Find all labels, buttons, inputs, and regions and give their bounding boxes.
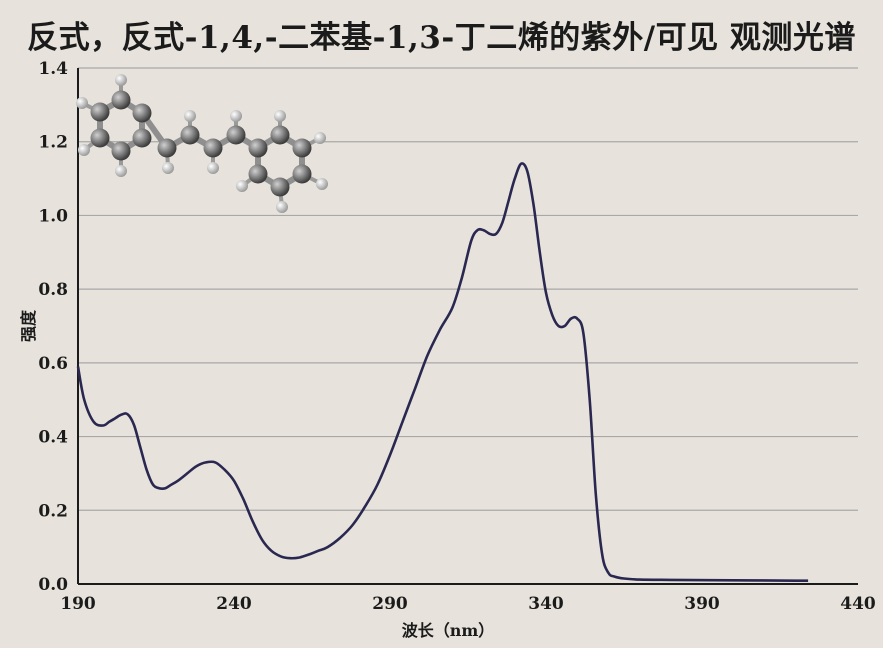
molecule-hydrogen-atom [316,178,328,190]
series-layer [76,162,809,582]
grid-lines [78,67,858,511]
molecule-carbon-atom [226,125,246,145]
molecule-carbon-atom [132,128,152,148]
molecule-hydrogen-atom [162,162,174,174]
x-tick-label-5: 440 [840,594,876,614]
x-tick-label-4: 390 [684,594,720,614]
molecule-carbon-atom [157,138,177,158]
molecule-carbon-atom [292,138,312,158]
molecule-carbon-atom [90,102,110,122]
y-tick-label-7: 1.4 [38,59,68,79]
molecule-carbon-atom [270,177,290,197]
molecule-hydrogen-atom [236,180,248,192]
axes [77,68,858,585]
molecule-hydrogen-atom [115,74,127,86]
y-tick-label-0: 0.0 [38,575,68,595]
molecule-hydrogen-atom [184,110,196,122]
molecule-hydrogen-atom [207,162,219,174]
spectrum-series-line-0 [76,162,809,582]
molecule-carbon-atom [180,125,200,145]
molecule-hydrogen-atom [230,110,242,122]
molecule-carbon-atom [111,141,131,161]
molecule-hydrogen-atom [276,201,288,213]
tick-labels: 190 240 290 340 390 440 0.0 0.2 0.4 0.6 0.8 1.0 1.2 1… [38,59,875,614]
diphenylbutadiene-molecule-model [76,74,328,213]
x-tick-label-1: 240 [216,594,252,614]
molecule-carbon-atom [270,125,290,145]
molecule-hydrogen-atom [115,165,127,177]
x-tick-label-2: 290 [372,594,408,614]
y-tick-label-3: 0.6 [38,354,68,374]
molecule-hydrogen-atom [314,132,326,144]
x-tick-label-0: 190 [60,594,96,614]
y-tick-label-5: 1.0 [38,206,68,226]
molecule-carbon-atom [132,103,152,123]
molecule-carbon-atom [90,128,110,148]
chart-title: 反式，反式-1,4,-二苯基-1,3-丁二烯的紫外/可见 观测光谱 [27,20,856,56]
molecule-carbon-atom [248,138,268,158]
molecule-hydrogen-atom [76,97,88,109]
molecule-carbon-atom [292,164,312,184]
molecule-carbon-atom [203,138,223,158]
molecule-hydrogen-atom [78,144,90,156]
x-tick-label-3: 340 [528,594,564,614]
molecule-carbon-atom [248,164,268,184]
y-tick-label-6: 1.2 [38,133,68,153]
y-tick-label-2: 0.4 [38,428,68,448]
y-axis-label: 强度 [19,309,38,342]
molecule-carbon-atom [111,90,131,110]
x-axis-label: 波长（nm） [402,621,495,640]
y-tick-label-1: 0.2 [38,501,68,521]
molecule-hydrogen-atom [274,110,286,122]
y-tick-label-4: 0.8 [38,280,68,300]
